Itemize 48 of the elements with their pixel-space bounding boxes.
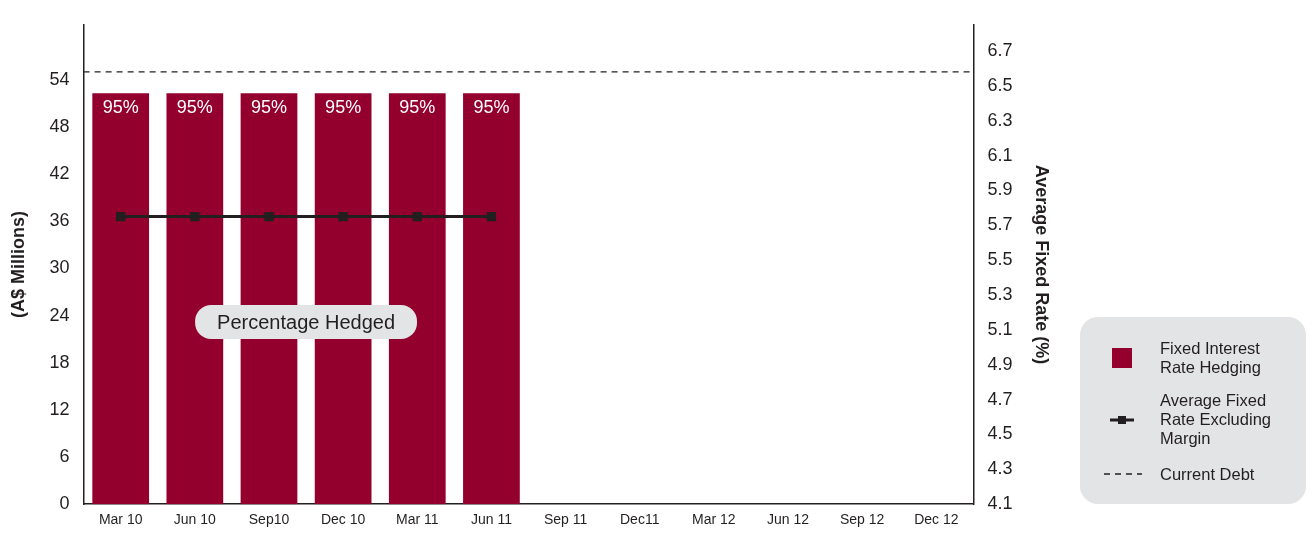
y2-tick-label: 5.1 bbox=[987, 318, 1013, 339]
annotation: 95% bbox=[325, 97, 362, 118]
y-tick-label: 30 bbox=[49, 257, 70, 278]
annotation: 95% bbox=[473, 97, 510, 118]
annotation: 95% bbox=[176, 97, 213, 118]
y-tick-label: 12 bbox=[49, 398, 70, 419]
y-tick-label: 48 bbox=[49, 115, 70, 136]
x-tick-label: Mar 10 bbox=[98, 511, 143, 528]
y-tick-label: 18 bbox=[49, 351, 70, 372]
y2-axis-title: Average Fixed Rate (%) bbox=[1032, 164, 1053, 365]
annotation: 95% bbox=[102, 97, 139, 118]
y2-tick-label: 5.3 bbox=[987, 283, 1013, 304]
y2-tick-label: 4.9 bbox=[987, 353, 1013, 374]
x-tick-label: Sep 11 bbox=[543, 511, 588, 528]
x-tick-label: Dec 12 bbox=[914, 511, 959, 528]
y2-tick-label: 6.5 bbox=[987, 74, 1013, 95]
y2-tick-label: 5.5 bbox=[987, 249, 1013, 270]
x-tick-label: Sep10 bbox=[248, 511, 290, 528]
x-tick-label: Mar 12 bbox=[692, 511, 736, 528]
y2-tick-label: 4.1 bbox=[987, 493, 1013, 514]
y2-tick-label: 4.7 bbox=[987, 388, 1013, 409]
y2-tick-label: 4.5 bbox=[987, 423, 1013, 444]
y2-tick-label: 6.7 bbox=[987, 39, 1013, 60]
annotation: Percentage Hedged bbox=[217, 310, 396, 333]
legend-label: Average Fixed Rate Excluding Margin bbox=[1160, 391, 1272, 449]
x-tick-label: Dec 10 bbox=[320, 511, 366, 528]
y-tick-label: 36 bbox=[49, 210, 70, 231]
y-tick-label: 54 bbox=[49, 68, 70, 89]
y2-tick-label: 6.1 bbox=[987, 144, 1013, 165]
legend-label: Fixed Interest Rate Hedging bbox=[1160, 339, 1262, 378]
y2-tick-label: 5.9 bbox=[987, 179, 1013, 200]
x-tick-label: Jun 11 bbox=[470, 511, 513, 528]
x-tick-label: Jun 10 bbox=[173, 511, 217, 528]
y-axis-title: (A$ Millions) bbox=[7, 211, 28, 318]
y-tick-label: 0 bbox=[59, 493, 70, 514]
annotation: 95% bbox=[250, 97, 287, 118]
x-tick-label: Mar 11 bbox=[396, 511, 439, 528]
x-tick-label: Jun 12 bbox=[766, 511, 810, 528]
x-tick-label: Dec11 bbox=[620, 511, 660, 528]
y2-tick-label: 6.3 bbox=[987, 109, 1013, 130]
y-tick-label: 24 bbox=[49, 304, 70, 325]
annotation: 95% bbox=[399, 97, 436, 118]
x-tick-label: Sep 12 bbox=[839, 511, 885, 528]
legend-label: Current Debt bbox=[1160, 464, 1255, 484]
y-tick-label: 42 bbox=[49, 163, 70, 184]
y-tick-label: 6 bbox=[59, 446, 70, 467]
y2-tick-label: 4.3 bbox=[987, 458, 1013, 479]
y2-tick-label: 5.7 bbox=[987, 214, 1013, 235]
